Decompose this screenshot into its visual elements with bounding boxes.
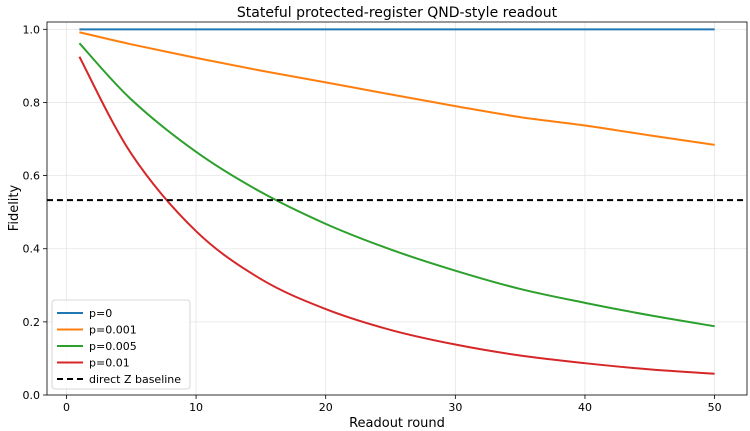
y-tick-label: 0.6 <box>23 170 41 183</box>
y-tick-label: 0.2 <box>23 316 41 329</box>
x-axis-label: Readout round <box>349 416 445 431</box>
y-tick-label: 1.0 <box>23 23 41 36</box>
x-tick-label: 0 <box>63 401 70 414</box>
plot-frame <box>46 21 748 396</box>
x-tick-label: 40 <box>578 401 592 414</box>
y-axis-ticks: 0.0 0.2 0.4 0.6 0.8 1.0 <box>23 23 47 402</box>
y-tick-label: 0.0 <box>23 389 41 402</box>
y-tick-label: 0.4 <box>23 243 41 256</box>
x-tick-label: 50 <box>708 401 722 414</box>
legend-label: direct Z baseline <box>89 373 181 386</box>
legend-label: p=0.01 <box>89 357 130 370</box>
x-tick-label: 20 <box>319 401 333 414</box>
chart-title: Stateful protected-register QND-style re… <box>237 5 558 21</box>
series-line-3 <box>78 56 715 375</box>
y-axis-label: Fidelity <box>7 184 22 231</box>
series-line-2 <box>78 42 715 328</box>
legend-label: p=0.001 <box>89 324 137 337</box>
series-lines <box>47 28 747 375</box>
legend: p=0 p=0.001 p=0.005 p=0.01 direct Z baseline <box>51 299 191 390</box>
legend-label: p=0.005 <box>89 340 137 353</box>
x-tick-label: 30 <box>448 401 462 414</box>
legend-label: p=0 <box>89 307 112 320</box>
x-axis-ticks: 0 10 20 30 40 50 <box>63 395 722 414</box>
series-line-1 <box>79 31 715 146</box>
x-tick-label: 10 <box>189 401 203 414</box>
y-tick-label: 0.8 <box>23 96 41 109</box>
legend-box <box>51 299 191 390</box>
